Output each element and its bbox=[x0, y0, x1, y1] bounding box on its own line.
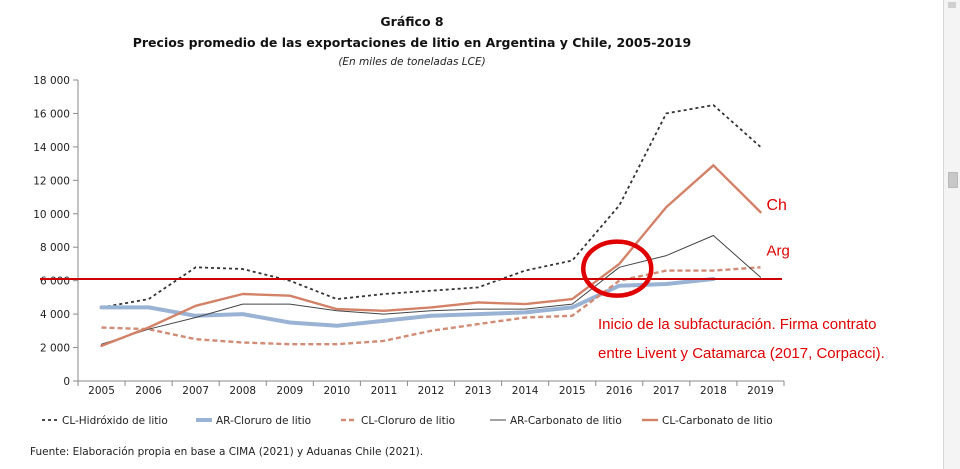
y-tick-marks: 0 2 000 4 000 6 000 8 000 10 000 12 000 14 000 1… bbox=[33, 75, 78, 388]
chart-subtitle: Precios promedio de las exportaciones de… bbox=[133, 35, 692, 50]
x-tick-label: 2009 bbox=[276, 385, 303, 397]
y-tick-label: 10 000 bbox=[33, 209, 70, 221]
x-tick-label: 2006 bbox=[135, 385, 162, 397]
chart-title: Gráfico 8 bbox=[380, 14, 443, 29]
x-tick-label: 2014 bbox=[512, 385, 539, 397]
y-tick-label: 8 000 bbox=[40, 242, 70, 254]
series-line-cl-hidr-xido-de-litio bbox=[101, 104, 762, 309]
annotation-note-line-1: Inicio de la subfacturación. Firma contr… bbox=[598, 316, 876, 333]
series-line-cl-carbonato-de-litio bbox=[100, 164, 762, 348]
y-tick-label: 18 000 bbox=[33, 75, 70, 87]
x-tick-label: 2016 bbox=[606, 385, 633, 397]
legend-label: CL-Carbonato de litio bbox=[662, 415, 773, 427]
annotation-note-line-2: entre Livent y Catamarca (2017, Corpacci… bbox=[598, 345, 885, 362]
x-tick-label: 2007 bbox=[182, 385, 209, 397]
y-tick-label: 6 000 bbox=[40, 276, 70, 288]
highlight-circle bbox=[581, 239, 654, 298]
legend: CL-Hidróxido de litio AR-Cloruro de litio… bbox=[42, 415, 773, 427]
x-tick-label: 2011 bbox=[371, 385, 398, 397]
chart-unit-note: (En miles de toneladas LCE) bbox=[338, 56, 485, 68]
y-tick-label: 16 000 bbox=[33, 108, 70, 120]
x-tick-label: 2013 bbox=[465, 385, 492, 397]
x-tick-label: 2012 bbox=[418, 385, 445, 397]
y-tick-label: 4 000 bbox=[40, 309, 70, 321]
x-tick-label: 2005 bbox=[88, 385, 115, 397]
x-tick-label: 2008 bbox=[229, 385, 256, 397]
legend-label: CL-Cloruro de litio bbox=[361, 415, 455, 427]
y-tick-label: 2 000 bbox=[40, 343, 70, 355]
legend-label: AR-Cloruro de litio bbox=[216, 415, 311, 427]
label-ch: Ch bbox=[766, 197, 786, 214]
x-tick-label: 2010 bbox=[323, 385, 350, 397]
scrollbar-thumb[interactable] bbox=[948, 172, 958, 188]
x-tick-label: 2017 bbox=[653, 385, 680, 397]
y-tick-label: 14 000 bbox=[33, 142, 70, 154]
annotations: Ch Arg Inicio de la subfacturación. Firma … bbox=[581, 197, 885, 362]
y-tick-label: 12 000 bbox=[33, 175, 70, 187]
series-lines bbox=[99, 104, 762, 348]
x-tick-label: 2018 bbox=[700, 385, 727, 397]
vertical-scrollbar[interactable] bbox=[943, 0, 960, 469]
label-arg: Arg bbox=[766, 242, 789, 259]
x-tick-label: 2015 bbox=[559, 385, 586, 397]
legend-label: CL-Hidróxido de litio bbox=[62, 415, 168, 427]
y-tick-label: 0 bbox=[63, 376, 70, 388]
source-note: Fuente: Elaboración propia en base a CIM… bbox=[30, 446, 423, 458]
x-tick-label: 2019 bbox=[747, 385, 774, 397]
legend-label: AR-Carbonato de litio bbox=[510, 415, 622, 427]
axes: 2005 2006 2007 2008 2009 2010 2011 2012 2013 2014… bbox=[77, 80, 785, 397]
scrollbar-top-cap bbox=[948, 2, 956, 8]
